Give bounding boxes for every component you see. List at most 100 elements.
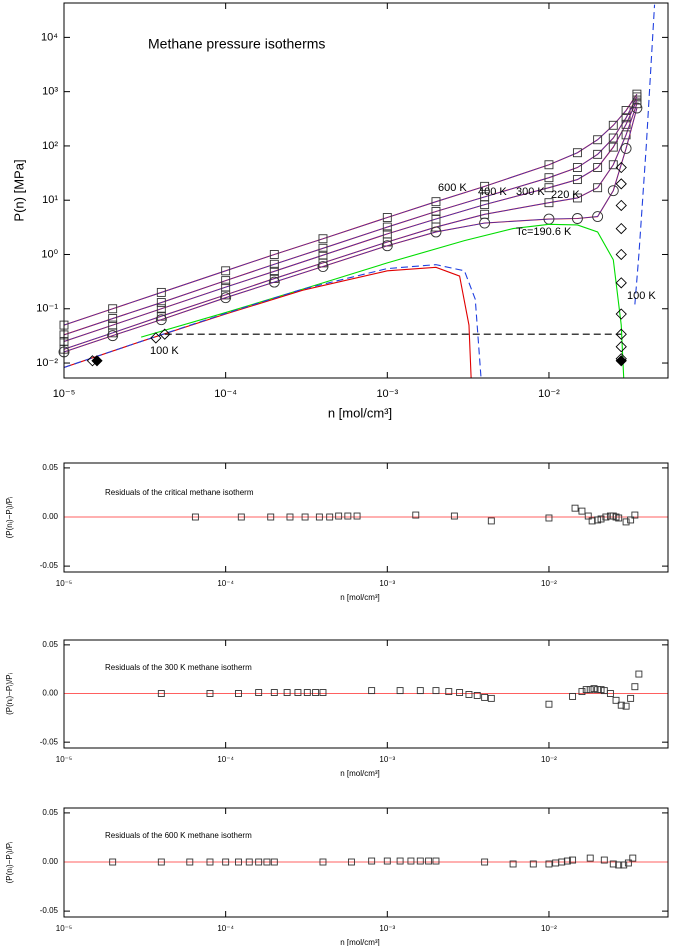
marker <box>157 690 165 697</box>
marker <box>270 858 278 866</box>
chart-title: Residuals of the 300 K methane isotherm <box>105 663 252 672</box>
marker <box>582 686 590 694</box>
marker <box>592 211 604 222</box>
marker <box>608 142 618 152</box>
marker <box>588 517 596 525</box>
chart-title: Residuals of the critical methane isothe… <box>105 488 254 497</box>
marker <box>396 687 404 695</box>
marker <box>431 197 441 207</box>
marker <box>432 857 440 865</box>
marker <box>268 276 280 288</box>
marker <box>235 858 242 866</box>
marker <box>615 222 627 235</box>
isotherm-line <box>64 96 638 336</box>
y-axis-label: (P(nᵢ)−Pᵢ)/Pᵢ <box>5 673 14 715</box>
y-tick-label: 10⁻² <box>36 357 58 369</box>
marker <box>465 691 473 698</box>
marker <box>545 860 553 868</box>
x-tick-label: 10⁻⁵ <box>56 924 72 933</box>
marker <box>544 160 554 170</box>
marker <box>572 175 582 185</box>
y-tick-label: 0.00 <box>42 512 58 521</box>
y-axis-label: (P(nᵢ)−Pᵢ)/Pᵢ <box>5 842 14 884</box>
y-tick-label: 10⁻¹ <box>36 303 58 315</box>
marker <box>237 513 245 521</box>
marker <box>416 857 424 865</box>
marker <box>270 689 278 696</box>
marker <box>326 513 334 521</box>
marker <box>381 240 393 252</box>
marker <box>627 516 635 524</box>
y-tick-label: 0.05 <box>42 640 58 649</box>
marker <box>220 292 232 304</box>
marker <box>578 507 586 515</box>
x-tick-label: 10⁻³ <box>379 755 395 764</box>
marker <box>621 113 631 123</box>
marker <box>631 102 643 114</box>
isotherm-line <box>64 99 638 342</box>
marker <box>108 304 118 314</box>
y-axis-label: (P(nᵢ)−Pᵢ)/Pᵢ <box>5 497 14 539</box>
marker <box>206 858 214 866</box>
marker <box>529 860 537 868</box>
marker <box>593 163 603 172</box>
x-tick-label: 10⁻² <box>541 579 557 588</box>
marker <box>593 183 603 193</box>
marker <box>481 693 489 701</box>
marker <box>600 856 608 864</box>
marker <box>425 857 433 865</box>
marker <box>615 328 627 340</box>
marker <box>382 222 392 232</box>
marker <box>624 859 632 867</box>
marker <box>245 858 253 866</box>
y-tick-label: 10³ <box>42 86 58 98</box>
marker <box>344 512 352 520</box>
marker <box>318 243 328 253</box>
plot-frame <box>63 462 669 573</box>
marker <box>569 856 577 864</box>
marker <box>221 276 231 286</box>
marker <box>593 149 603 159</box>
marker <box>615 248 627 261</box>
marker <box>255 689 263 696</box>
marker <box>286 513 294 521</box>
marker <box>156 287 166 297</box>
marker <box>368 857 376 865</box>
marker <box>572 163 582 172</box>
marker <box>303 689 311 696</box>
marker <box>607 185 619 197</box>
marker <box>221 266 231 276</box>
y-tick-label: -0.05 <box>40 561 59 570</box>
marker <box>191 513 199 521</box>
marker <box>612 696 620 704</box>
x-axis-label: n [mol/cm³] <box>340 769 380 778</box>
marker <box>186 858 194 866</box>
marker <box>608 120 618 130</box>
annotation: 100 K <box>627 290 656 302</box>
marker <box>431 222 441 232</box>
marker <box>606 690 614 697</box>
marker <box>635 670 643 678</box>
isotherm-line <box>64 96 638 336</box>
annotation: 300 K <box>516 186 545 198</box>
marker <box>480 181 490 191</box>
y-tick-label: 0.05 <box>42 463 58 472</box>
marker <box>569 692 577 700</box>
marker <box>545 700 553 708</box>
marker <box>473 692 481 699</box>
y-tick-label: -0.05 <box>40 906 59 915</box>
marker <box>509 860 517 868</box>
marker <box>301 513 309 521</box>
x-tick-label: 10⁻³ <box>376 388 398 400</box>
chart-title: Methane pressure isotherms <box>148 36 325 52</box>
x-tick-label: 10⁻⁴ <box>217 755 234 764</box>
chart-title: Residuals of the 600 K methane isotherm <box>105 831 252 840</box>
marker <box>157 858 165 866</box>
marker <box>368 687 376 695</box>
marker <box>430 226 442 238</box>
marker <box>544 183 554 193</box>
marker <box>545 514 553 522</box>
marker <box>206 690 214 697</box>
marker <box>584 512 592 520</box>
